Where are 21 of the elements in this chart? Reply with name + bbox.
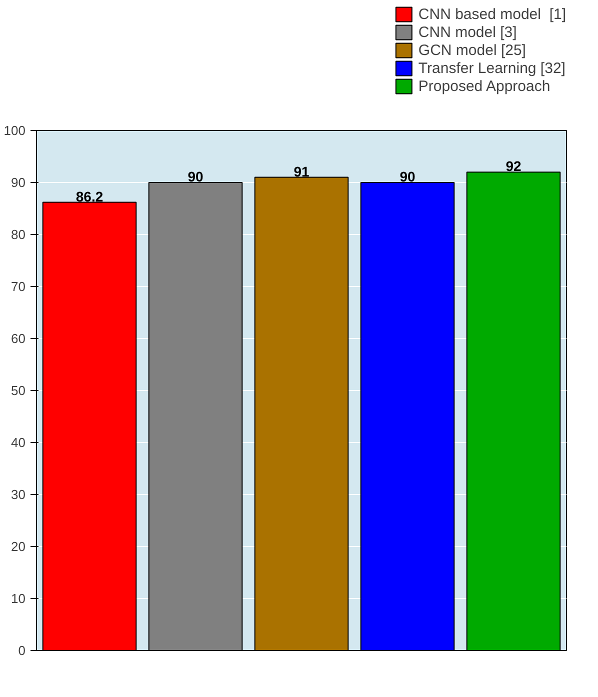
y-tick-label: 80: [11, 227, 26, 242]
y-tick-label: 20: [11, 539, 26, 554]
legend-label: Transfer Learning [32]: [418, 59, 566, 77]
y-tick-label: 100: [4, 123, 26, 138]
y-tick-label: 60: [11, 331, 26, 346]
legend-label: Proposed Approach: [418, 77, 550, 95]
legend-label: GCN model [25]: [418, 41, 526, 59]
y-tick-label: 10: [11, 591, 26, 606]
y-tick-label: 0: [18, 643, 26, 658]
y-tick-label: 70: [11, 279, 26, 294]
y-tick-label: 40: [11, 435, 26, 450]
data-label: 90: [188, 168, 204, 184]
data-label: 92: [506, 158, 522, 174]
legend-label: CNN based model [1]: [418, 5, 566, 23]
legend-label: CNN model [3]: [418, 23, 517, 41]
data-label: 90: [400, 168, 416, 184]
y-tick-label: 90: [11, 175, 26, 190]
y-tick-label: 30: [11, 487, 26, 502]
data-label: 91: [294, 163, 310, 180]
y-tick-label: 50: [11, 383, 26, 398]
data-label: 86.2: [76, 188, 104, 204]
